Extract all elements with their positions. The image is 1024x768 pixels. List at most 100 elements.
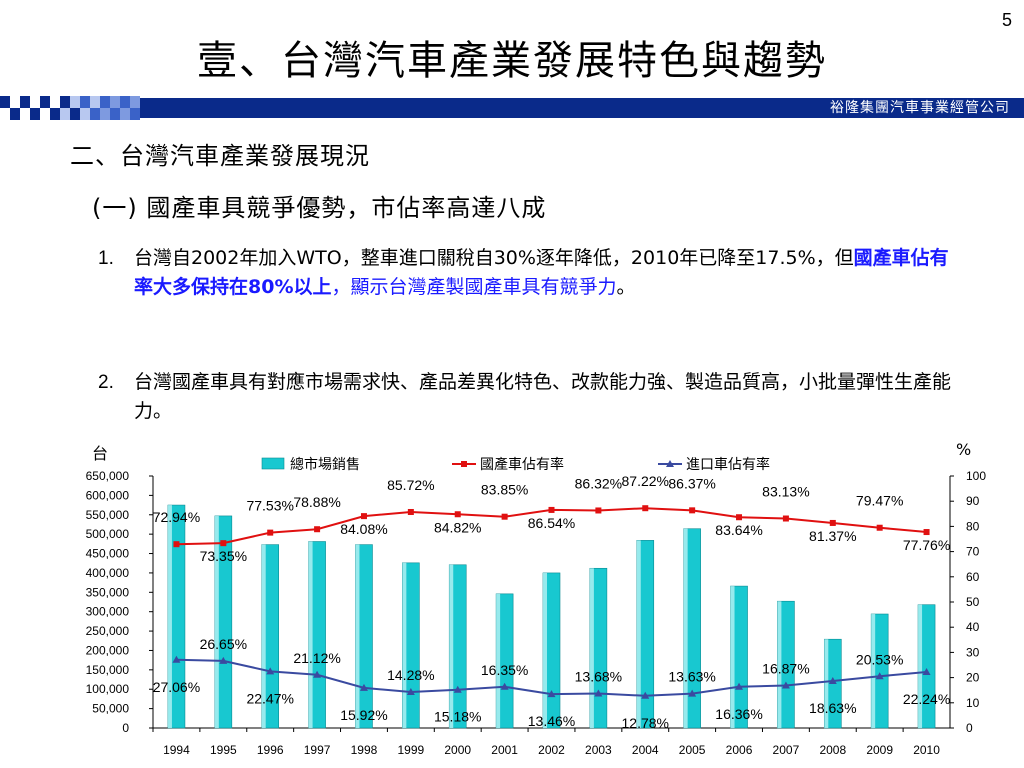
legend-marker: [461, 461, 467, 467]
domestic-share-marker: [923, 529, 930, 536]
bar: [683, 528, 701, 729]
bar: [355, 544, 373, 729]
bullet-text-plain: 台灣自2002年加入WTO，整車進口關稅自30%逐年降低，2010年已降至17.…: [134, 247, 854, 269]
import-share-label: 13.68%: [575, 669, 622, 685]
right-axis-unit: %: [956, 440, 972, 459]
bar-highlight: [824, 639, 829, 728]
domestic-share-marker: [501, 513, 508, 520]
domestic-share-label: 86.54%: [528, 515, 575, 531]
bar-highlight: [777, 601, 782, 728]
right-tick-label: 60: [966, 570, 980, 584]
checker-square: [130, 108, 140, 120]
bar: [167, 504, 186, 729]
import-share-marker: [172, 655, 181, 663]
import-share-label: 13.63%: [668, 669, 715, 685]
import-share-marker: [500, 682, 509, 690]
domestic-share-label: 72.94%: [153, 509, 200, 525]
checker-square: [90, 108, 100, 120]
import-share-label: 16.87%: [762, 660, 809, 676]
right-tick-label: 70: [966, 545, 980, 559]
bullet-text: 台灣國產車具有對應市場需求快、產品差異化特色、改款能力強、製造品質高，小批量彈性…: [134, 371, 952, 422]
bar: [636, 540, 655, 729]
checker-square: [80, 96, 90, 108]
domestic-share-marker: [267, 529, 274, 536]
bar: [542, 572, 561, 729]
checker-square: [120, 96, 130, 108]
bar: [214, 515, 233, 729]
left-tick-label: 400,000: [86, 566, 130, 580]
company-name: 裕隆集團汽車事業經管公司: [830, 100, 1010, 116]
domestic-share-marker: [454, 511, 461, 518]
x-tick-label: 2004: [632, 743, 659, 757]
bar: [308, 541, 326, 729]
import-share-marker: [641, 691, 650, 699]
import-share-marker: [547, 690, 556, 698]
x-tick-label: 1998: [351, 743, 378, 757]
domestic-share-marker: [829, 519, 836, 526]
import-share-marker: [453, 685, 462, 693]
bar-highlight: [871, 614, 876, 728]
checker-square: [40, 96, 50, 108]
x-tick-label: 1999: [398, 743, 425, 757]
bar-highlight: [355, 544, 360, 728]
domestic-share-label: 85.72%: [387, 477, 434, 493]
right-tick-label: 50: [966, 595, 980, 609]
checker-square: [80, 108, 90, 120]
bar-highlight: [589, 568, 594, 728]
right-tick-label: 80: [966, 519, 980, 533]
right-tick-label: 30: [966, 645, 980, 659]
checker-square: [100, 96, 110, 108]
title-banner: 裕隆集團汽車事業經管公司: [0, 96, 1024, 120]
domestic-share-label: 81.37%: [809, 528, 856, 544]
bar-highlight: [636, 540, 641, 728]
domestic-share-label: 87.22%: [622, 473, 669, 489]
left-tick-label: 450,000: [86, 547, 130, 561]
domestic-share-marker: [595, 507, 602, 514]
left-axis-unit: 台: [92, 444, 109, 463]
bullet-text-emphasis: 國產車佔有率大多保持在80%以上: [134, 247, 949, 298]
domestic-share-marker: [876, 524, 883, 531]
x-tick-label: 2001: [491, 743, 518, 757]
bar-highlight: [496, 593, 501, 728]
checker-square: [0, 96, 10, 108]
right-tick-label: 20: [966, 671, 980, 685]
checker-square: [0, 108, 10, 120]
left-tick-label: 100,000: [86, 682, 130, 696]
checker-square: [30, 108, 40, 120]
bar-highlight: [402, 562, 407, 728]
domestic-share-label: 73.35%: [200, 548, 247, 564]
checker-square: [50, 96, 60, 108]
x-tick-label: 1997: [304, 743, 331, 757]
subsection-heading: (一) 國產車具競爭優勢，市佔率高達八成: [92, 194, 547, 222]
bullet-number: 1.: [98, 248, 114, 269]
checker-square: [90, 96, 100, 108]
bar: [261, 544, 280, 729]
import-share-line: [176, 658, 927, 697]
x-tick-label: 2007: [773, 743, 800, 757]
import-share-label: 14.28%: [387, 667, 434, 683]
right-tick-label: 0: [966, 721, 973, 735]
x-tick-label: 2000: [444, 743, 471, 757]
right-tick-label: 100: [966, 469, 986, 483]
domestic-share-marker: [173, 541, 180, 548]
import-share-marker: [781, 681, 790, 689]
import-share-label: 27.06%: [153, 679, 200, 695]
bar-highlight: [918, 604, 923, 728]
domestic-share-marker: [689, 507, 696, 514]
import-share-marker: [875, 672, 884, 680]
domestic-share-label: 86.32%: [575, 475, 622, 491]
checker-square: [60, 96, 70, 108]
legend-label: 總市場銷售: [290, 456, 360, 472]
bar-highlight: [683, 528, 688, 728]
bar: [730, 585, 748, 729]
slide-number: 5: [1001, 10, 1012, 30]
bar: [495, 593, 514, 729]
bullet-text-highlight: ，顯示台灣產製國產車具有競爭力: [331, 276, 617, 298]
checker-square: [70, 96, 80, 108]
bar-highlight: [167, 505, 172, 728]
checker-square: [110, 108, 120, 120]
left-tick-label: 0: [122, 721, 129, 735]
checker-decoration: [0, 96, 140, 120]
checker-square: [20, 108, 30, 120]
x-tick-label: 2010: [913, 743, 940, 757]
